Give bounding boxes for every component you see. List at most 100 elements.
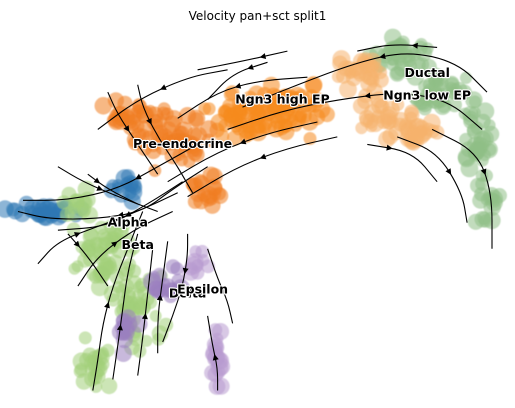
velocity-streamline	[197, 50, 288, 71]
cell-point	[107, 254, 124, 271]
velocity-arrowhead	[239, 138, 247, 145]
cell-point	[201, 259, 216, 274]
cell-point	[476, 113, 491, 129]
cell-point	[163, 289, 178, 304]
cell-point	[415, 38, 428, 51]
cell-point	[356, 56, 369, 69]
cell-point	[119, 261, 136, 278]
cell-point	[293, 89, 310, 106]
cell-point	[142, 130, 158, 146]
velocity-streamline	[367, 143, 438, 183]
cell-point	[45, 210, 58, 224]
velocity-arrowhead	[218, 285, 225, 293]
cell-point	[122, 289, 136, 304]
cell-point	[265, 87, 282, 104]
velocity-arrowhead	[480, 168, 487, 176]
cell-point	[371, 109, 386, 124]
cell-point	[226, 106, 244, 124]
cluster-label-delta: Delta	[169, 285, 207, 300]
cell-point	[78, 331, 92, 345]
cell-point	[332, 50, 351, 69]
velocity-arrowhead	[104, 301, 110, 309]
cell-point	[456, 84, 472, 101]
cell-point	[163, 115, 181, 133]
velocity-arrowhead	[411, 42, 418, 49]
velocity-arrowhead	[156, 294, 163, 301]
cluster-label-beta: Beta	[121, 237, 153, 252]
cell-point	[36, 198, 51, 214]
cell-point	[391, 98, 405, 111]
cell-point	[468, 106, 481, 119]
cell-point	[191, 259, 204, 272]
cell-point	[186, 145, 203, 161]
velocity-arrowhead	[117, 211, 124, 218]
cell-point	[479, 214, 493, 228]
cell-point	[402, 49, 416, 63]
cell-point	[444, 77, 460, 93]
velocity-arrowhead	[111, 241, 118, 248]
cell-point	[415, 126, 428, 139]
cell-point	[131, 119, 145, 133]
cell-point	[108, 226, 122, 241]
cell-point	[468, 95, 482, 108]
velocity-arrowhead	[386, 144, 393, 151]
cell-point	[155, 128, 173, 146]
cell-point	[171, 273, 185, 288]
velocity-arrowhead	[146, 118, 152, 125]
cell-point	[6, 202, 24, 220]
velocity-streamline	[397, 136, 468, 223]
cell-point	[94, 97, 113, 115]
cell-point	[187, 194, 203, 209]
cell-point	[428, 72, 443, 87]
cell-point	[178, 107, 197, 125]
velocity-arrowhead	[379, 53, 386, 59]
cell-point	[114, 345, 132, 362]
cluster-label-pre-endocrine: Pre-endocrine	[133, 136, 232, 151]
cell-point	[487, 193, 501, 207]
cell-point	[353, 69, 366, 82]
velocity-arrowhead	[135, 173, 142, 180]
cell-point	[193, 174, 208, 189]
velocity-arrowhead	[96, 185, 104, 191]
cluster-label-ductal: Ductal	[405, 65, 450, 80]
velocity-streamline	[23, 143, 198, 201]
velocity-arrowhead	[234, 82, 242, 89]
cluster-label-ngn3-high-ep: Ngn3 high EP	[235, 91, 329, 106]
cell-point	[459, 71, 473, 84]
velocity-streamline	[37, 192, 178, 265]
cell-points	[0, 28, 507, 395]
cell-point	[242, 128, 255, 142]
cell-point	[242, 99, 258, 115]
velocity-arrowhead	[259, 153, 267, 160]
cell-point	[97, 228, 110, 242]
velocity-arrowhead	[74, 232, 81, 238]
cell-point	[475, 177, 489, 191]
velocity-streamlines	[17, 42, 493, 391]
cell-point	[204, 364, 220, 381]
cell-point	[393, 41, 408, 56]
cell-point	[133, 344, 147, 358]
cell-point	[373, 65, 388, 80]
velocity-arrowhead	[259, 53, 267, 59]
cell-point	[355, 121, 368, 135]
cell-point	[82, 347, 98, 363]
cell-point	[211, 332, 224, 345]
cell-point	[82, 244, 96, 258]
cluster-label-ngn3-low-ep: Ngn3 low EP	[383, 88, 471, 103]
velocity-streamline	[112, 233, 139, 380]
cell-point	[201, 133, 216, 148]
cell-point	[73, 364, 88, 378]
cell-point	[149, 310, 162, 322]
cell-point	[422, 113, 441, 132]
velocity-arrowhead	[93, 177, 101, 184]
cell-point	[208, 344, 223, 358]
cell-point	[483, 143, 497, 157]
cell-point	[211, 187, 229, 204]
cell-point	[468, 144, 485, 161]
cell-point	[252, 121, 265, 134]
cell-point	[76, 194, 93, 211]
cell-point	[240, 117, 253, 131]
cell-point	[131, 104, 145, 118]
velocity-arrowhead	[141, 313, 148, 320]
